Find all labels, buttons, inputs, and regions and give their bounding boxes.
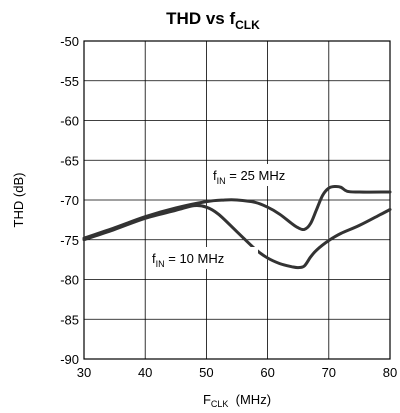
x-axis-label-sub: CLK bbox=[211, 399, 229, 409]
series-label-10mhz-rest: = 10 MHz bbox=[165, 251, 225, 266]
x-tick-labels: 30 40 50 60 70 80 bbox=[77, 365, 397, 380]
y-tick-label: -80 bbox=[60, 273, 79, 288]
x-axis-label-main: F bbox=[203, 392, 211, 407]
y-tick-label: -85 bbox=[60, 312, 79, 327]
series-label-25mhz-f: f bbox=[213, 168, 217, 183]
y-tick-label: -55 bbox=[60, 74, 79, 89]
svg-text:fIN = 25 MHz: fIN = 25 MHz bbox=[213, 168, 285, 186]
x-tick-label: 40 bbox=[138, 365, 152, 380]
y-tick-label: -70 bbox=[60, 193, 79, 208]
y-axis-label: THD (dB) bbox=[11, 173, 26, 228]
y-tick-label: -90 bbox=[60, 352, 79, 367]
y-tick-label: -50 bbox=[60, 34, 79, 49]
chart-title: THD vs fCLK bbox=[166, 9, 260, 32]
y-tick-labels: -90 -85 -80 -75 -70 -65 -60 -55 -50 bbox=[60, 34, 79, 367]
chart-title-sub: CLK bbox=[235, 18, 260, 32]
x-tick-label: 80 bbox=[383, 365, 397, 380]
series-line-10mhz bbox=[82, 203, 392, 270]
series-label-25mhz-rest: = 25 MHz bbox=[226, 168, 286, 183]
series-label-10mhz: fIN = 10 MHz bbox=[146, 247, 258, 269]
x-tick-label: 30 bbox=[77, 365, 91, 380]
series-label-10mhz-f: f bbox=[152, 251, 156, 266]
x-axis-label-unit: (MHz) bbox=[228, 392, 271, 407]
series-line-25mhz bbox=[82, 184, 392, 240]
y-tick-label: -75 bbox=[60, 233, 79, 248]
y-tick-label: -60 bbox=[60, 114, 79, 129]
series-label-10mhz-sub: IN bbox=[156, 259, 165, 269]
y-tick-label: -65 bbox=[60, 153, 79, 168]
series-label-25mhz: fIN = 25 MHz bbox=[207, 164, 319, 186]
x-tick-label: 60 bbox=[260, 365, 274, 380]
svg-text:fIN = 10 MHz: fIN = 10 MHz bbox=[152, 251, 224, 269]
x-tick-label: 50 bbox=[199, 365, 213, 380]
series-label-25mhz-sub: IN bbox=[217, 176, 226, 186]
chart-title-main: THD vs f bbox=[166, 9, 235, 28]
x-tick-label: 70 bbox=[322, 365, 336, 380]
series-lines bbox=[82, 184, 392, 270]
plot-frame bbox=[83, 40, 391, 360]
x-axis-label: FCLK (MHz) bbox=[203, 392, 271, 409]
